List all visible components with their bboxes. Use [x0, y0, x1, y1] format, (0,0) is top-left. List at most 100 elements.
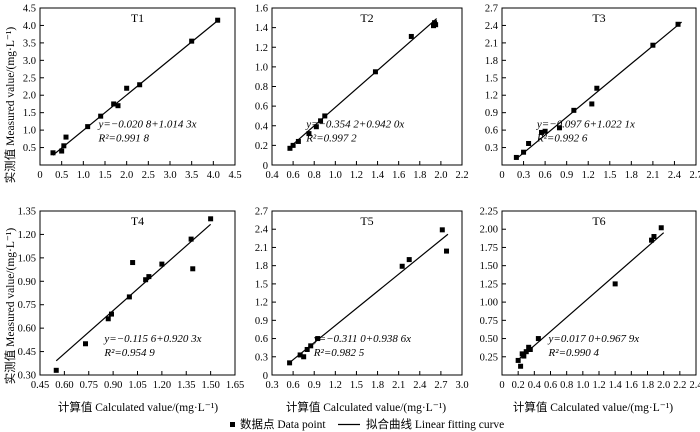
- t4-y-tick-label: 1.05: [18, 253, 36, 264]
- t2-data-point: [408, 33, 414, 39]
- t6-y-tick-label: 2.00: [480, 225, 498, 236]
- t6-y-tick-label: 1.25: [480, 279, 498, 290]
- t6-fit-equation: y=0.017 0+0.967 9x: [548, 333, 640, 345]
- t1-y-tick-label: 4.5: [23, 4, 36, 15]
- t3-y-tick-label: 1.2: [485, 91, 498, 102]
- t1-data-point: [61, 143, 67, 149]
- t1-data-point: [115, 103, 121, 109]
- legend: 数据点 Data point 拟合曲线 Linear fitting curve: [230, 417, 504, 431]
- t5-y-tick-label: 2.7: [255, 207, 268, 218]
- t2-x-tick-label: 0.8: [308, 170, 321, 181]
- t2-data-point: [313, 124, 319, 130]
- t5-x-tick-label: 1.5: [350, 380, 363, 391]
- t5-x-tick-label: 0.3: [265, 380, 278, 391]
- panel-t5: 0.3 0.6 0.9 1.2 1.5 1.8 2.1 2.4 2.7 3.000.30.60.9…: [255, 207, 469, 392]
- t3-x-tick-label: 0.9: [560, 170, 573, 181]
- t1-y-tick-label: 1.0: [23, 126, 36, 137]
- t3-data-point: [594, 85, 600, 91]
- t1-data-point: [189, 38, 195, 44]
- panel-t3: 0.3 0.6 0.9 1.2 1.5 1.8 2.1 2.4 2.7 0 0.3 0.6 0.9 1.2…: [485, 4, 700, 182]
- t5-x-tick-label: 3.0: [455, 380, 468, 391]
- t4-data-point: [188, 236, 194, 242]
- t5-data-point: [287, 360, 293, 366]
- t5-y-tick-label: 0.9: [255, 316, 268, 327]
- t2-data-point: [306, 131, 312, 137]
- t2-x-tick-label: 1.8: [413, 170, 426, 181]
- t2-y-tick-label: 0.4: [255, 121, 269, 132]
- x-axis-title-right: 计算值 Calculated value/(mg·L⁻¹): [513, 400, 673, 414]
- t2-x-tick-label: 2.0: [434, 170, 447, 181]
- t2-x-tick-label: 2.2: [455, 170, 468, 181]
- t4-x-tick-label: 1.50: [201, 380, 219, 391]
- t1-x-origin-label: 0: [37, 170, 42, 181]
- t6-x-tick-label: 1.4: [609, 380, 623, 391]
- t1-data-point: [111, 101, 117, 107]
- t5-x-tick-label: 1.2: [329, 380, 342, 391]
- t1-x-tick-label: 2.0: [120, 170, 133, 181]
- y-axis-title-bottom: 实测值 Measured value/(mg·L⁻¹): [3, 228, 17, 385]
- x-axis-title-middle: 计算值 Calculated value/(mg·L⁻¹): [286, 400, 446, 414]
- t3-data-point: [571, 107, 577, 113]
- t1-data-point: [63, 134, 69, 140]
- t6-y-tick-label: 1.75: [480, 243, 498, 254]
- t4-r-squared: R²=0.954 9: [103, 347, 155, 359]
- t5-plot-frame: [271, 210, 463, 376]
- t4-data-point: [130, 260, 136, 266]
- t5-data-point: [406, 257, 412, 263]
- t5-fit-line: [289, 233, 449, 364]
- t1-y-tick-label: 2.0: [23, 91, 36, 102]
- t6-x-tick-label: 0.8: [560, 380, 573, 391]
- legend-point-label: 数据点 Data point: [240, 417, 326, 431]
- t6-data-point: [612, 281, 618, 287]
- t6-data-point: [515, 357, 521, 363]
- t5-y-tick-label: 2.4: [255, 225, 269, 236]
- t3-y-tick-label: 0.3: [485, 143, 498, 154]
- t4-x-tick-label: 1.20: [153, 380, 171, 391]
- t3-x-origin-label: 0: [499, 170, 504, 181]
- t1-y-tick-label: 1.5: [23, 108, 36, 119]
- t4-x-tick-label: 1.35: [177, 380, 195, 391]
- t4-data-point: [53, 367, 59, 373]
- t1-data-point: [137, 82, 143, 88]
- x-axis-title-left: 计算值 Calculated value/(mg·L⁻¹): [58, 400, 218, 414]
- t1-panel-title: T1: [131, 11, 144, 25]
- t6-x-origin-label: 0: [499, 380, 504, 391]
- t4-y-tick-label: 1.35: [18, 207, 36, 218]
- t6-x-tick-label: 2.2: [673, 380, 686, 391]
- t2-data-point: [318, 118, 324, 124]
- t3-y-tick-label: 1.8: [485, 56, 498, 67]
- t3-y-tick-label: 0.6: [485, 126, 498, 137]
- t4-y-tick-label: 0.90: [18, 277, 36, 288]
- t5-x-tick-label: 0.9: [308, 380, 321, 391]
- t6-fit-line: [517, 232, 665, 361]
- t3-x-tick-label: 2.4: [668, 170, 682, 181]
- t3-r-squared: R²=0.992 6: [536, 132, 588, 144]
- t3-panel-title: T3: [592, 11, 605, 25]
- t3-data-point: [650, 42, 656, 48]
- t3-x-tick-label: 2.1: [646, 170, 659, 181]
- t6-data-point: [521, 353, 527, 359]
- t2-x-tick-label: 1.2: [350, 170, 363, 181]
- t4-fit-equation: y=−0.115 6+0.920 3x: [103, 333, 201, 345]
- t2-x-tick-label: 1.4: [371, 170, 385, 181]
- t3-data-point: [539, 129, 545, 135]
- t1-data-point: [215, 17, 221, 23]
- y-axis-title-top: 实测值 Measured value/(mg·L⁻¹): [3, 27, 17, 184]
- t2-y-tick-label: 1.2: [255, 43, 268, 54]
- t6-y-tick-label: 0.50: [480, 334, 498, 345]
- t5-y-tick-label: 1.8: [255, 261, 268, 272]
- t3-y-tick-label: 1.5: [485, 73, 498, 84]
- t6-data-point: [527, 346, 533, 352]
- t2-data-point: [432, 20, 438, 26]
- t4-x-tick-label: 0.45: [31, 380, 49, 391]
- t2-data-point: [295, 138, 301, 144]
- t4-x-tick-label: 1.65: [226, 380, 244, 391]
- t5-y-tick-label: 0.3: [255, 352, 268, 363]
- t1-data-point: [124, 85, 130, 91]
- t3-data-point: [542, 128, 548, 134]
- t1-x-tick-label: 3.0: [163, 170, 176, 181]
- t2-y-tick-label: 1.4: [255, 23, 269, 34]
- t6-data-point: [535, 336, 541, 342]
- t4-x-tick-label: 0.75: [80, 380, 98, 391]
- t4-x-tick-label: 1.05: [128, 380, 146, 391]
